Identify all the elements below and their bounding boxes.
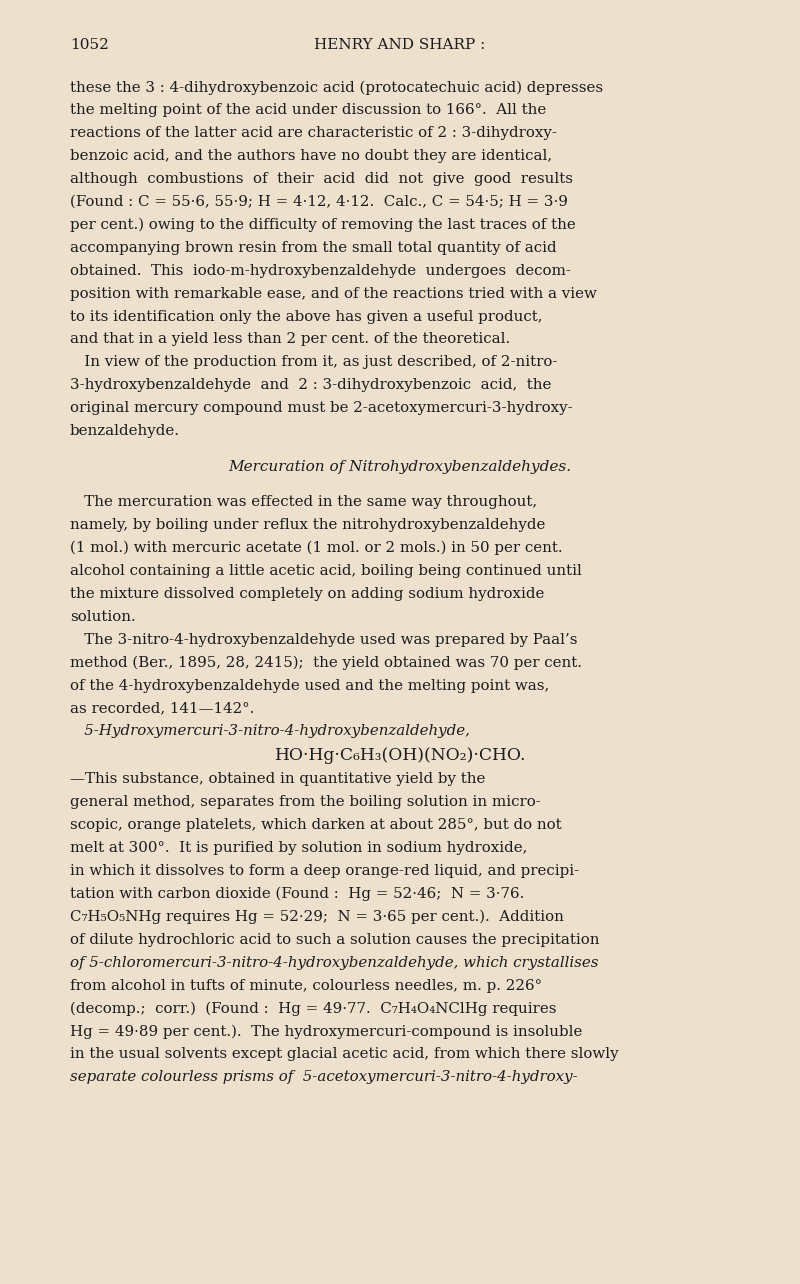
Text: general method, separates from the boiling solution in micro-: general method, separates from the boili… xyxy=(70,795,541,809)
Text: melt at 300°.  It is purified by solution in sodium hydroxide,: melt at 300°. It is purified by solution… xyxy=(70,841,527,855)
Text: benzaldehyde.: benzaldehyde. xyxy=(70,424,180,438)
Text: benzoic acid, and the authors have no doubt they are identical,: benzoic acid, and the authors have no do… xyxy=(70,149,552,163)
Text: these the 3 : 4-dihydroxybenzoic acid (protocatechuic acid) depresses: these the 3 : 4-dihydroxybenzoic acid (p… xyxy=(70,81,603,95)
Text: alcohol containing a little acetic acid, boiling being continued until: alcohol containing a little acetic acid,… xyxy=(70,564,582,578)
Text: of dilute hydrochloric acid to such a solution causes the precipitation: of dilute hydrochloric acid to such a so… xyxy=(70,933,599,946)
Text: namely, by boiling under reflux the nitrohydroxybenzaldehyde: namely, by boiling under reflux the nitr… xyxy=(70,519,546,532)
Text: of 5-chloromercuri-3-nitro-4-hydroxybenzaldehyde, which crystallises: of 5-chloromercuri-3-nitro-4-hydroxybenz… xyxy=(70,955,598,969)
Text: (1 mol.) with mercuric acetate (1 mol. or 2 mols.) in 50 per cent.: (1 mol.) with mercuric acetate (1 mol. o… xyxy=(70,541,562,556)
Text: per cent.) owing to the difficulty of removing the last traces of the: per cent.) owing to the difficulty of re… xyxy=(70,218,576,232)
Text: and that in a yield less than 2 per cent. of the theoretical.: and that in a yield less than 2 per cent… xyxy=(70,333,510,347)
Text: C₇H₅O₅NHg requires Hg = 52·29;  N = 3·65 per cent.).  Addition: C₇H₅O₅NHg requires Hg = 52·29; N = 3·65 … xyxy=(70,910,564,924)
Text: reactions of the latter acid are characteristic of 2 : 3-dihydroxy-: reactions of the latter acid are charact… xyxy=(70,126,557,140)
Text: HO·Hg·C₆H₃(OH)(NO₂)·CHO.: HO·Hg·C₆H₃(OH)(NO₂)·CHO. xyxy=(274,747,526,764)
Text: obtained.  This  iodo-m-hydroxybenzaldehyde  undergoes  decom-: obtained. This iodo-m-hydroxybenzaldehyd… xyxy=(70,263,571,277)
Text: the mixture dissolved completely on adding sodium hydroxide: the mixture dissolved completely on addi… xyxy=(70,587,544,601)
Text: from alcohol in tufts of minute, colourless needles, m. p. 226°: from alcohol in tufts of minute, colourl… xyxy=(70,978,542,993)
Text: 1052: 1052 xyxy=(70,39,109,51)
Text: Hg = 49·89 per cent.).  The hydroxymercuri-compound is insoluble: Hg = 49·89 per cent.). The hydroxymercur… xyxy=(70,1025,582,1039)
Text: tation with carbon dioxide (Found :  Hg = 52·46;  N = 3·76.: tation with carbon dioxide (Found : Hg =… xyxy=(70,887,524,901)
Text: in the usual solvents except glacial acetic acid, from which there slowly: in the usual solvents except glacial ace… xyxy=(70,1048,618,1062)
Text: accompanying brown resin from the small total quantity of acid: accompanying brown resin from the small … xyxy=(70,241,557,254)
Text: in which it dissolves to form a deep orange-red liquid, and precipi-: in which it dissolves to form a deep ora… xyxy=(70,864,579,878)
Text: to its identification only the above has given a useful product,: to its identification only the above has… xyxy=(70,309,542,324)
Text: Mercuration of Nitrohydroxybenzaldehydes.: Mercuration of Nitrohydroxybenzaldehydes… xyxy=(229,460,571,474)
Text: the melting point of the acid under discussion to 166°.  All the: the melting point of the acid under disc… xyxy=(70,103,546,117)
Text: —This substance, obtained in quantitative yield by the: —This substance, obtained in quantitativ… xyxy=(70,773,486,787)
Text: position with remarkable ease, and of the reactions tried with a view: position with remarkable ease, and of th… xyxy=(70,286,597,300)
Text: 3-hydroxybenzaldehyde  and  2 : 3-dihydroxybenzoic  acid,  the: 3-hydroxybenzaldehyde and 2 : 3-dihydrox… xyxy=(70,379,551,393)
Text: The 3-nitro-4-hydroxybenzaldehyde used was prepared by Paal’s: The 3-nitro-4-hydroxybenzaldehyde used w… xyxy=(70,633,578,647)
Text: solution.: solution. xyxy=(70,610,136,624)
Text: original mercury compound must be 2-acetoxymercuri-3-hydroxy-: original mercury compound must be 2-acet… xyxy=(70,401,573,415)
Text: separate colourless prisms of  5-acetoxymercuri-3-nitro-4-hydroxy-: separate colourless prisms of 5-acetoxym… xyxy=(70,1071,578,1085)
Text: 5-Hydroxymercuri-3-nitro-4-hydroxybenzaldehyde,: 5-Hydroxymercuri-3-nitro-4-hydroxybenzal… xyxy=(70,724,470,738)
Text: scopic, orange platelets, which darken at about 285°, but do not: scopic, orange platelets, which darken a… xyxy=(70,818,562,832)
Text: The mercuration was effected in the same way throughout,: The mercuration was effected in the same… xyxy=(70,496,537,510)
Text: In view of the production from it, as just described, of 2-nitro-: In view of the production from it, as ju… xyxy=(70,356,558,370)
Text: (Found : C = 55·6, 55·9; H = 4·12, 4·12.  Calc., C = 54·5; H = 3·9: (Found : C = 55·6, 55·9; H = 4·12, 4·12.… xyxy=(70,195,568,209)
Text: method (Ber., 1895, 28, 2415);  the yield obtained was 70 per cent.: method (Ber., 1895, 28, 2415); the yield… xyxy=(70,656,582,670)
Text: although  combustions  of  their  acid  did  not  give  good  results: although combustions of their acid did n… xyxy=(70,172,573,186)
Text: as recorded, 141—142°.: as recorded, 141—142°. xyxy=(70,701,254,715)
Text: of the 4-hydroxybenzaldehyde used and the melting point was,: of the 4-hydroxybenzaldehyde used and th… xyxy=(70,678,550,692)
Text: HENRY AND SHARP :: HENRY AND SHARP : xyxy=(314,39,486,51)
Text: (decomp.;  corr.)  (Found :  Hg = 49·77.  C₇H₄O₄NClHg requires: (decomp.; corr.) (Found : Hg = 49·77. C₇… xyxy=(70,1002,557,1016)
